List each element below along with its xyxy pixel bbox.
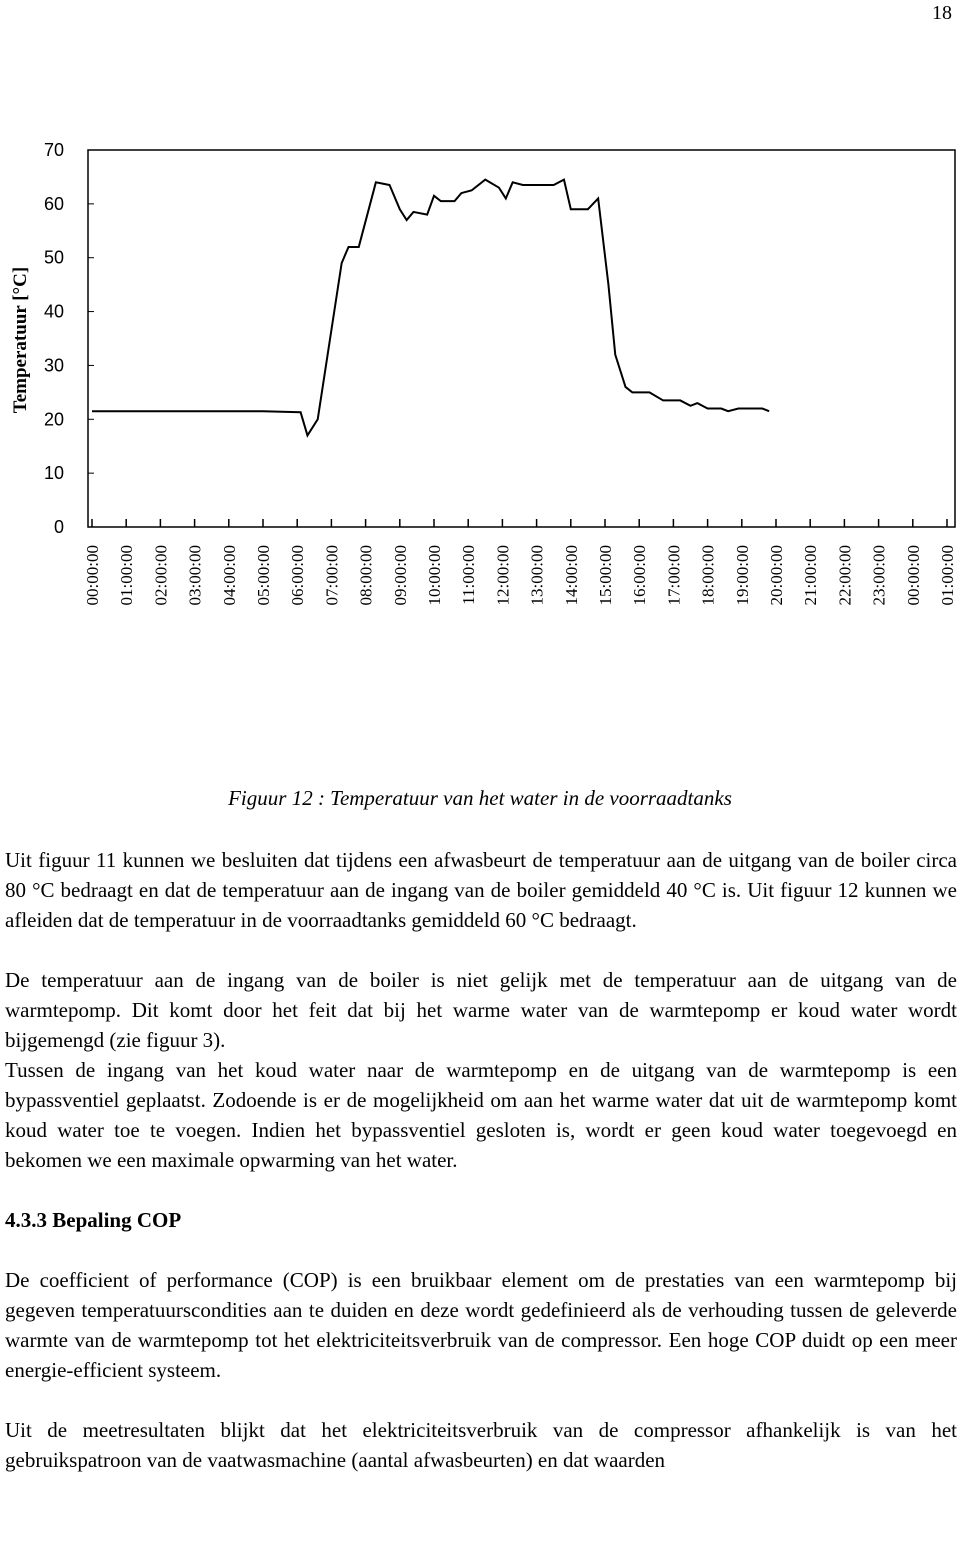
x-tick-label: 21:00:00 [801,545,820,605]
x-tick-label: 07:00:00 [322,545,341,605]
x-tick-label: 11:00:00 [459,545,478,605]
x-tick-label: 08:00:00 [357,545,376,605]
y-tick-label: 50 [44,248,64,268]
x-tick-label: 09:00:00 [391,545,410,605]
section-heading: 4.3.3 Bepaling COP [5,1208,182,1232]
y-axis-label: Temperatuur [°C] [10,267,31,413]
x-tick-label: 23:00:00 [870,545,889,605]
x-tick-label: 15:00:00 [596,545,615,605]
page-number: 18 [932,2,952,24]
x-tick-label: 13:00:00 [528,545,547,605]
y-tick-label: 60 [44,194,64,214]
paragraph: Uit de meetresultaten blijkt dat het ele… [5,1418,957,1472]
x-tick-label: 16:00:00 [630,545,649,605]
y-tick-label: 10 [44,463,64,483]
x-tick-label: 22:00:00 [835,545,854,605]
paragraph: Tussen de ingang van het koud water naar… [5,1058,957,1172]
x-tick-label: 04:00:00 [220,545,239,605]
x-tick-label: 01:00:00 [938,545,957,605]
paragraph: De coefficient of performance (COP) is e… [5,1268,957,1382]
caption: Figuur 12 : Temperatuur van het water in… [228,786,732,810]
x-tick-label: 17:00:00 [664,545,683,605]
body-text: Uit figuur 11 kunnen we besluiten dat ti… [5,845,957,1475]
y-tick-label: 0 [54,517,64,537]
x-tick-label: 02:00:00 [151,545,170,605]
x-tick-label: 14:00:00 [562,545,581,605]
x-tick-label: 12:00:00 [493,545,512,605]
paragraph: Uit figuur 11 kunnen we besluiten dat ti… [5,848,957,932]
y-tick-label: 40 [44,302,64,322]
x-tick-label: 03:00:00 [186,545,205,605]
x-tick-label: 19:00:00 [733,545,752,605]
y-tick-label: 30 [44,355,64,375]
x-tick-label: 18:00:00 [699,545,718,605]
paragraph: De temperatuur aan de ingang van de boil… [5,968,957,1052]
x-tick-label: 10:00:00 [425,545,444,605]
chart: Temperatuur [°C] 0 10 20 30 40 50 60 70 00:00:00… [10,140,957,605]
plot-frame [87,149,956,528]
x-tick-label: 00:00:00 [83,545,102,605]
x-tick-label: 01:00:00 [117,545,136,605]
x-tick-label: 06:00:00 [288,545,307,605]
x-tick-label: 00:00:00 [904,545,923,605]
x-tick-label: 20:00:00 [767,545,786,605]
y-tick-label: 70 [44,140,64,160]
x-tick-label: 05:00:00 [254,545,273,605]
y-tick-label: 20 [44,409,64,429]
data-line [92,178,770,438]
